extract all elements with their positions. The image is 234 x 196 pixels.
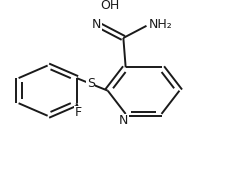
Text: S: S [87,77,95,90]
Text: F: F [74,106,81,119]
Text: N: N [119,114,128,127]
Text: NH₂: NH₂ [149,18,172,31]
Text: N: N [92,18,102,31]
Text: OH: OH [100,0,120,12]
